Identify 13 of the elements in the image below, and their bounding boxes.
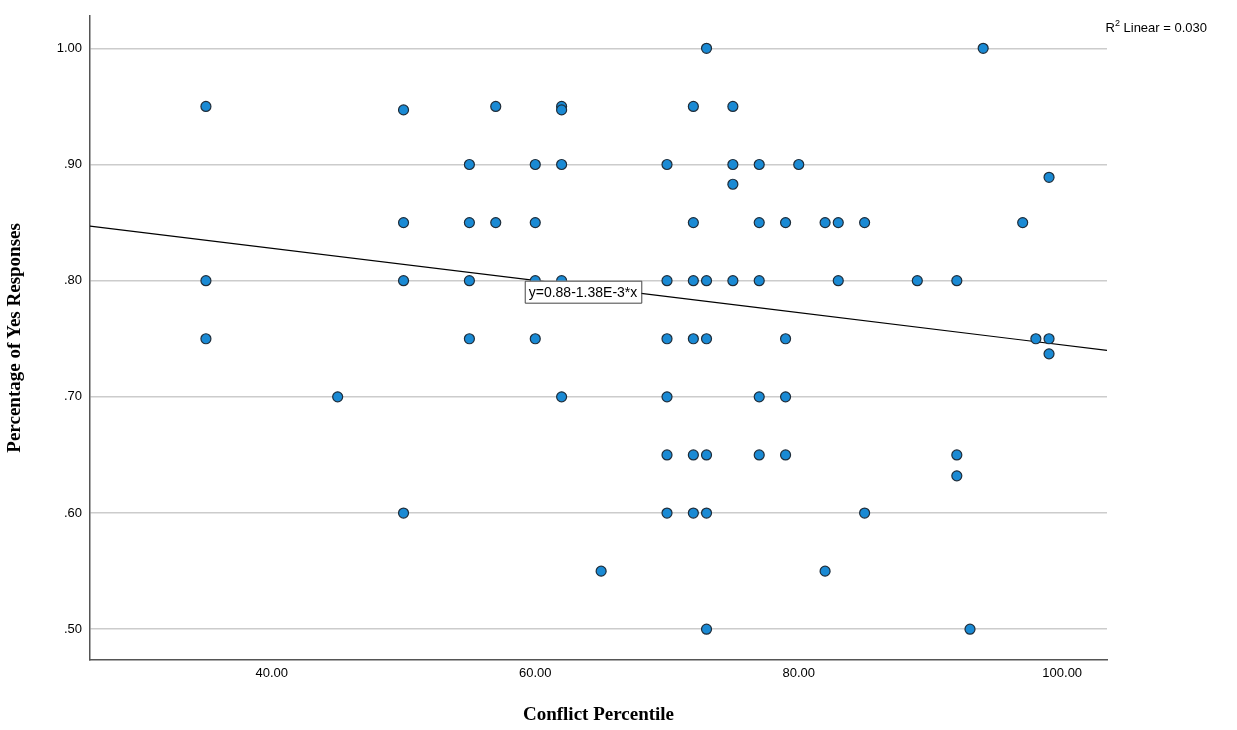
y-tick-label: .70 [63, 388, 82, 404]
x-tick-label: 100.00 [1042, 665, 1083, 681]
x-tick-label: 40.00 [255, 665, 289, 681]
y-tick-label: .60 [63, 504, 82, 520]
y-tick-label: 1.00 [56, 39, 82, 55]
x-tick-label: 80.00 [782, 665, 816, 681]
annotation: y=0.88-1.38E-3*x [528, 283, 638, 300]
y-tick-label: .90 [63, 156, 82, 172]
x-tick-label: 60.00 [518, 665, 552, 681]
y-tick-label: .80 [63, 272, 82, 288]
y-axis-title: Percentage of Yes Responses [3, 223, 25, 453]
y-tick-label: .50 [63, 620, 82, 636]
x-axis-title: Conflict Percentile [522, 702, 675, 724]
